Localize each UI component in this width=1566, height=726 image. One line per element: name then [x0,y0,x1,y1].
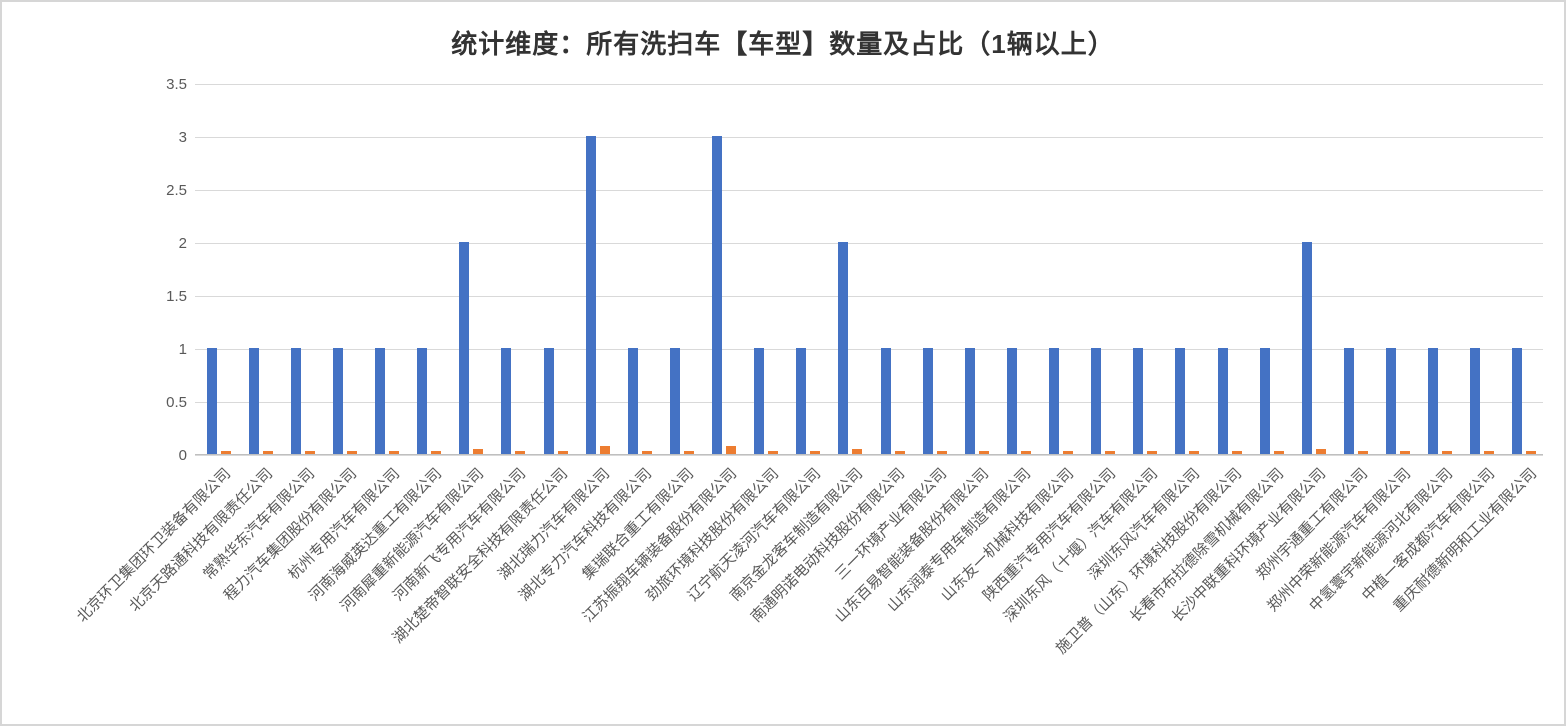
bar-count-2 [248,348,259,454]
bar-count-17 [880,348,891,454]
bar-count-11 [627,348,638,454]
bar-share-5 [389,451,400,454]
bar-share-26 [1273,451,1284,454]
gridline-y-0 [195,454,1543,456]
bar-count-12 [669,348,680,454]
bar-count-28 [1343,348,1354,454]
gridline-y-0.5 [195,401,1543,403]
bar-count-10 [585,136,596,454]
bar-count-1 [206,348,217,454]
bar-share-28 [1357,451,1368,454]
bar-share-25 [1231,451,1242,454]
y-axis-tick-label: 2.5 [166,182,187,199]
bar-count-4 [332,348,343,454]
bar-count-30 [1428,348,1439,454]
bar-share-10 [599,445,610,454]
y-axis-tick-label: 2 [178,235,187,252]
chart-title: 统计维度：所有洗扫车【车型】数量及占比（1辆以上） [451,29,1115,59]
bar-share-24 [1189,451,1200,454]
bar-share-6 [431,451,442,454]
bar-count-5 [375,348,386,454]
bar-share-3 [304,451,315,454]
bar-share-2 [262,451,273,454]
bar-count-7 [459,242,470,454]
bar-share-29 [1400,451,1411,454]
bar-share-32 [1526,451,1537,454]
bar-count-6 [417,348,428,454]
bar-share-21 [1063,451,1074,454]
bar-count-27 [1301,242,1312,454]
bar-share-23 [1147,451,1158,454]
bar-share-19 [978,451,989,454]
y-axis-tick-label: 3.5 [166,76,187,93]
y-axis-tick-label: 0.5 [166,394,187,411]
bar-share-17 [894,451,905,454]
y-axis-tick-label: 0 [178,447,187,464]
bar-share-31 [1484,451,1495,454]
bar-count-15 [796,348,807,454]
bar-count-31 [1470,348,1481,454]
bar-share-13 [726,445,737,454]
x-axis-category-label: 北京环卫集团环卫装备有限公司 [73,465,235,626]
bar-share-12 [683,451,694,454]
bar-share-8 [515,451,526,454]
bar-count-25 [1217,348,1228,454]
gridline-y-3.5 [195,83,1543,85]
bar-count-20 [1006,348,1017,454]
bar-share-11 [641,451,652,454]
bar-count-14 [754,348,765,454]
gridline-y-2 [195,242,1543,244]
plot-area [195,83,1543,456]
bar-count-24 [1175,348,1186,454]
bar-count-18 [922,348,933,454]
bar-share-22 [1105,451,1116,454]
bar-count-32 [1512,348,1523,454]
gridline-y-3 [195,136,1543,138]
bar-share-15 [810,451,821,454]
bar-count-19 [964,348,975,454]
bar-count-8 [501,348,512,454]
y-axis-tick-label: 1.5 [166,288,187,305]
bar-share-14 [768,451,779,454]
bar-count-21 [1049,348,1060,454]
bar-share-7 [473,448,484,454]
bar-share-1 [220,451,231,454]
bar-count-9 [543,348,554,454]
bar-share-18 [936,451,947,454]
bar-count-3 [290,348,301,454]
bar-count-23 [1133,348,1144,454]
y-axis-tick-label: 1 [178,341,187,358]
bar-count-16 [838,242,849,454]
y-axis-tick-label: 3 [178,129,187,146]
gridline-y-1 [195,348,1543,350]
bar-share-4 [346,451,357,454]
bar-share-20 [1020,451,1031,454]
gridline-y-1.5 [195,295,1543,297]
bar-share-30 [1442,451,1453,454]
bar-count-22 [1091,348,1102,454]
bar-count-29 [1386,348,1397,454]
bar-count-26 [1259,348,1270,454]
bar-share-27 [1315,448,1326,454]
bar-share-16 [852,448,863,454]
bar-share-9 [557,451,568,454]
bar-count-13 [712,136,723,454]
gridline-y-2.5 [195,189,1543,191]
